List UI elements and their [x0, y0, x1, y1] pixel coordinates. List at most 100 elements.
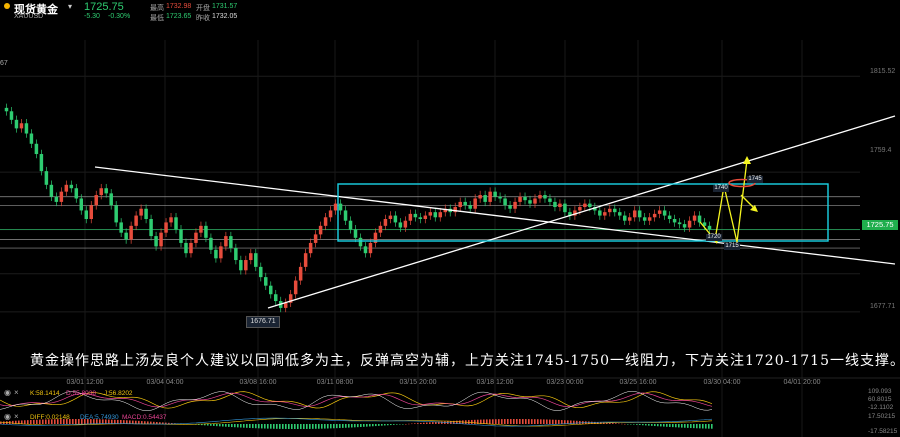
macd-bar — [354, 424, 356, 428]
macd-bar — [474, 419, 476, 424]
macd-bar — [378, 424, 380, 426]
macd-bar — [261, 424, 263, 429]
chevron-down-icon[interactable]: ▾ — [68, 2, 73, 11]
macd-bar — [216, 424, 218, 427]
candle-body — [249, 253, 253, 261]
candle-body — [618, 212, 622, 216]
candle-body — [623, 215, 627, 221]
macd-bar — [69, 419, 71, 424]
macd-bar — [102, 419, 104, 424]
macd-bar — [576, 420, 578, 424]
candle-body — [189, 242, 193, 254]
candle-body — [54, 196, 59, 202]
macd-bar — [321, 424, 323, 429]
macd-bar — [639, 424, 641, 426]
eye-icon[interactable]: ◉ — [4, 412, 11, 421]
candle-body — [184, 242, 188, 254]
macd-bar — [498, 419, 500, 424]
x-tick-label: 03/11 08:00 — [317, 379, 354, 386]
macd-bar — [18, 420, 20, 424]
macd-bar — [363, 424, 365, 427]
menu-icon[interactable] — [4, 3, 10, 9]
candle-body — [483, 195, 487, 202]
current-price-tag: 1725.75 — [862, 220, 898, 230]
low-price-label: 1676.71 — [246, 316, 280, 328]
macd-bar — [63, 419, 65, 424]
candle-body — [254, 253, 258, 267]
close-icon[interactable]: × — [14, 388, 19, 397]
macd-bar — [12, 420, 14, 424]
macd-bar — [324, 424, 326, 429]
candle-body — [513, 201, 517, 209]
macd-bar — [633, 424, 635, 425]
macd-bar — [507, 419, 509, 424]
macd-bar — [609, 422, 611, 424]
macd-bar — [519, 419, 521, 424]
close-icon[interactable]: × — [14, 412, 19, 421]
macd-bar — [246, 424, 248, 428]
macd-bar — [222, 424, 224, 427]
macd-bar — [693, 424, 695, 429]
candle-body — [129, 225, 133, 240]
macd-bar — [105, 419, 107, 424]
macd-bar — [708, 424, 710, 429]
macd-bar — [327, 424, 329, 429]
macd-bar — [258, 424, 260, 429]
macd-bar — [78, 419, 80, 424]
candle-body — [603, 212, 607, 216]
macd-bar — [429, 422, 431, 424]
macd-bar — [54, 419, 56, 424]
macd-bar — [153, 421, 155, 424]
candle-body — [687, 220, 692, 228]
trend-line-up — [267, 115, 896, 309]
macd-bar — [87, 419, 89, 424]
level-label-1715: 1715 — [724, 243, 740, 250]
macd-bar — [420, 422, 422, 424]
macd-bar — [672, 424, 674, 428]
macd-bar — [579, 420, 581, 424]
macd-bar — [546, 419, 548, 424]
arrow-head — [743, 156, 751, 164]
macd-bar — [558, 419, 560, 424]
symbol-name[interactable]: 现货黄金 — [14, 4, 58, 16]
candle-body — [503, 198, 507, 206]
candle-body — [398, 222, 403, 228]
eye-icon[interactable]: ◉ — [4, 388, 11, 397]
macd-bar — [471, 419, 473, 424]
candle-body — [124, 232, 128, 240]
candle-body — [353, 229, 358, 238]
candle-body — [204, 225, 208, 238]
macd-bar — [642, 424, 644, 426]
macd-bar — [315, 424, 317, 429]
macd-bar — [339, 424, 341, 429]
macd-bar — [549, 419, 551, 424]
macd-bar — [51, 419, 53, 424]
macd-bar — [468, 420, 470, 424]
macd-bar — [255, 424, 257, 429]
macd-dea-line — [0, 417, 713, 427]
macd-bar — [567, 420, 569, 424]
kdj-k: K:58.1414 — [30, 390, 60, 397]
macd-bar — [333, 424, 335, 429]
candle-body — [209, 237, 213, 250]
candle-body — [702, 222, 707, 226]
macd-bar — [375, 424, 377, 427]
candle-body — [373, 232, 378, 243]
macd-bar — [318, 424, 320, 429]
candle-body — [293, 280, 298, 295]
macd-bar — [285, 424, 287, 429]
macd-bar — [21, 420, 23, 424]
candle-body — [19, 123, 24, 129]
macd-diff: DIFF:0.02148 — [30, 414, 70, 421]
symbol-header: 现货黄金 XAUUSD ▾ 1725.75 -5.30 -0.30% 最高 17… — [0, 0, 900, 24]
x-tick-label: 03/23 00:00 — [547, 379, 584, 386]
macd-bar — [705, 424, 707, 429]
macd-bar — [81, 419, 83, 424]
candle-body — [84, 210, 89, 219]
macd-bar — [207, 424, 209, 426]
kdj-j-line — [0, 390, 713, 411]
arrow-head — [750, 205, 758, 212]
candle-body — [119, 222, 123, 233]
candle-body — [528, 200, 532, 204]
candle-body — [378, 225, 383, 233]
